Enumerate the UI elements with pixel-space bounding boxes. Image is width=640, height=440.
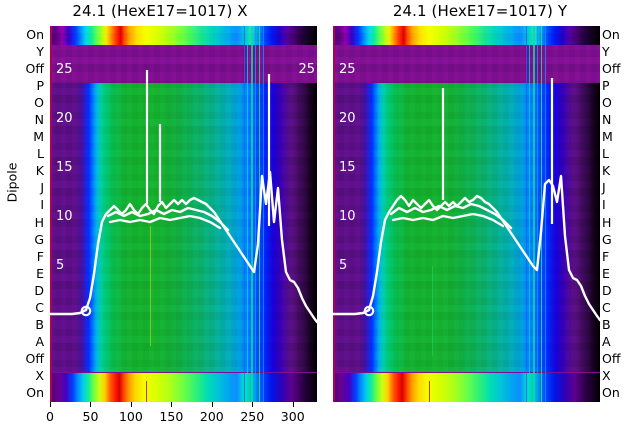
ytick-label-n-5: N (34, 112, 44, 127)
panel-x-x-axis: 0 50 100 150 200 250 300 (46, 402, 317, 440)
ytick-label-on-0: On (602, 26, 620, 42)
main-field (50, 83, 317, 372)
x-tick-0 (50, 402, 51, 407)
ytick-label-p-3: P (36, 77, 44, 93)
panel-y-left-edge (333, 26, 335, 402)
inner-ytick-10-left: 10 (56, 209, 73, 224)
panel-x-plot-area[interactable]: 25 20 15 10 5 25 (50, 26, 317, 402)
inner-ytick-5-left: 5 (339, 258, 348, 273)
panel-y: 24.1 (HexE17=1017) Y (320, 0, 640, 440)
ytick-label-m-6: M (602, 129, 613, 145)
x-tick-250 (252, 402, 254, 407)
ytick-label-f-13: F (602, 248, 610, 264)
purple-band-top (50, 45, 317, 83)
inner-ytick-20-left: 20 (339, 111, 356, 126)
main-field (333, 83, 600, 372)
ytick-label-g-12: G (602, 231, 612, 247)
ytick-label-off-19: Off (25, 351, 44, 367)
ytick-label-a-18: A (602, 334, 611, 350)
ytick-label-k-8: K (35, 163, 44, 179)
panel-x: 24.1 (HexE17=1017) X (25, 2, 317, 440)
rainbow-strip-bottom (333, 373, 600, 402)
inner-ytick-10-left: 10 (339, 209, 356, 224)
panel-x-title: 24.1 (HexE17=1017) X (72, 2, 248, 20)
ytick-label-y-1: Y (36, 43, 44, 59)
ytick-label-on-21: On (26, 385, 44, 401)
inner-ytick-25-left: 25 (56, 62, 73, 77)
ytick-label-f-13: F (36, 248, 44, 264)
ytick-label-o-4: O (602, 94, 612, 110)
ytick-label-off-2: Off (602, 60, 621, 76)
inner-ytick-15-left: 15 (339, 160, 356, 175)
ytick-label-n-5: N (602, 112, 612, 127)
inner-ytick-5-left: 5 (56, 258, 65, 273)
x-tick-200 (211, 402, 213, 407)
ytick-label-on-21: On (602, 385, 620, 401)
ytick-label-e-14: E (36, 265, 44, 281)
ytick-label-i-10: I (40, 197, 44, 213)
ytick-label-j-9: J (40, 180, 44, 196)
ytick-label-d-15: D (34, 282, 44, 298)
panel-x-left-edge (50, 26, 52, 402)
x-tick-150 (171, 402, 173, 407)
rainbow-strip-bottom (50, 373, 317, 402)
inner-ytick-25-right: 25 (298, 62, 315, 77)
panel-y-title: 24.1 (HexE17=1017) Y (392, 2, 568, 20)
x-tick-label-0: 0 (46, 409, 54, 424)
ytick-label-on-0: On (26, 26, 44, 42)
ytick-label-x-20: X (602, 368, 611, 384)
ytick-label-off-2: Off (25, 60, 44, 76)
panel-x-overlay-curve (50, 70, 317, 324)
ytick-label-c-16: C (602, 300, 611, 315)
x-tick-50 (90, 402, 92, 407)
x-tick-label-100: 100 (118, 409, 143, 424)
inner-ytick-25-left: 25 (339, 62, 356, 77)
ytick-label-h-11: H (34, 214, 44, 230)
x-tick-label-150: 150 (159, 409, 184, 424)
ytick-label-h-11: H (602, 214, 612, 230)
inner-ytick-20-left: 20 (56, 111, 73, 126)
field-texture (333, 26, 600, 402)
x-tick-label-200: 200 (199, 409, 224, 424)
ytick-label-o-4: O (34, 94, 44, 110)
ytick-label-j-9: J (602, 180, 606, 196)
x-tick-label-250: 250 (240, 409, 265, 424)
x-tick-100 (130, 402, 132, 407)
x-tick-label-300: 300 (280, 409, 305, 424)
x-tick-label-50: 50 (82, 409, 99, 424)
ytick-label-i-10: I (602, 197, 606, 213)
ytick-label-k-8: K (602, 163, 611, 179)
inner-ytick-15-left: 15 (56, 160, 73, 175)
panel-y-plot-area[interactable]: 25 20 15 10 5 (333, 26, 600, 402)
ytick-label-l-7: L (37, 146, 44, 162)
panel-y-overlay-curve (333, 78, 600, 322)
rainbow-strip-top (50, 26, 317, 45)
ytick-label-c-16: C (35, 300, 44, 315)
ytick-label-l-7: L (602, 146, 609, 162)
ytick-label-x-20: X (35, 368, 44, 384)
x-tick-300 (292, 402, 294, 407)
ytick-label-y-1: Y (602, 43, 610, 59)
right-category-axis: On Y Off P O N M L K J I H G F E D C B A Off X On (600, 26, 640, 402)
ytick-label-off-19: Off (602, 351, 621, 367)
ytick-label-a-18: A (35, 334, 44, 350)
ytick-label-d-15: D (602, 282, 612, 298)
ytick-label-p-3: P (602, 77, 610, 93)
ytick-label-b-17: B (35, 317, 44, 333)
ytick-label-g-12: G (34, 231, 44, 247)
ytick-label-b-17: B (602, 317, 611, 333)
panel-y-heatmap (333, 26, 600, 402)
ytick-label-e-14: E (602, 265, 610, 281)
purple-band-top (333, 45, 600, 83)
ytick-label-m-6: M (33, 129, 44, 145)
